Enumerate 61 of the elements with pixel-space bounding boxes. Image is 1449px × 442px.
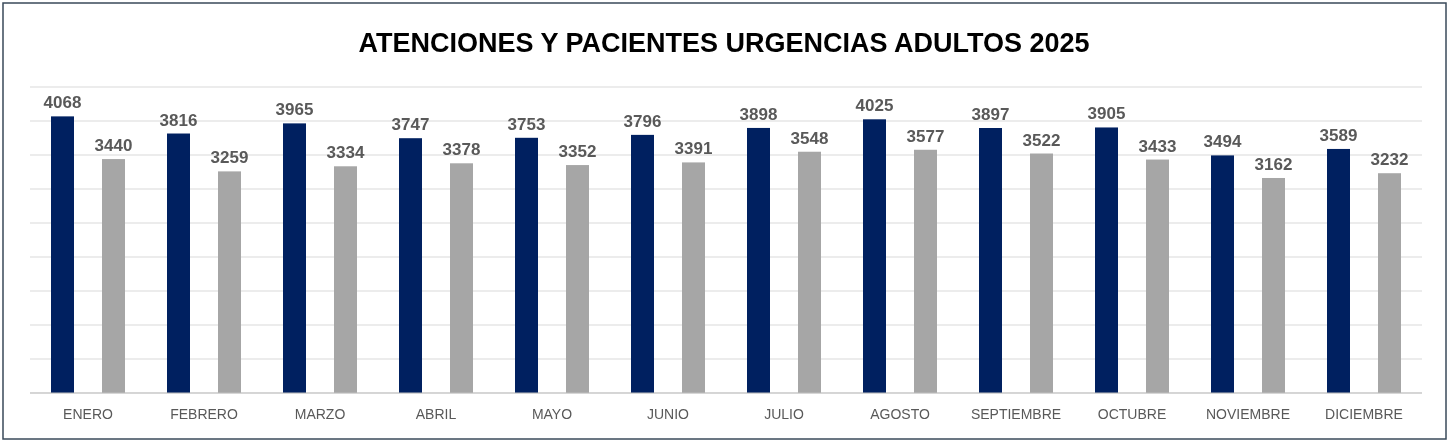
data-label: 3440 — [94, 136, 133, 156]
data-label: 3897 — [971, 105, 1010, 124]
bar — [167, 133, 190, 393]
data-label: 4025 — [855, 96, 894, 116]
data-label: 3259 — [210, 148, 249, 168]
bar — [566, 165, 589, 393]
bar — [1378, 173, 1401, 393]
x-tick-label: ABRIL — [415, 405, 457, 422]
chart-title: ATENCIONES Y PACIENTES URGENCIAS ADULTOS 2025 — [358, 28, 1090, 58]
x-tick-label: ENERO — [63, 405, 113, 422]
bar — [399, 138, 422, 393]
data-label: 3816 — [159, 110, 198, 130]
data-label: 3577 — [906, 126, 945, 146]
data-label: 3898 — [739, 104, 778, 124]
data-label: 3796 — [623, 111, 662, 131]
bar — [450, 163, 473, 393]
x-tick-label: JULIO — [764, 405, 804, 422]
bar — [334, 166, 357, 393]
bar — [631, 134, 654, 393]
x-tick-label: AGOSTO — [870, 405, 930, 422]
data-label: 3334 — [326, 143, 365, 163]
bar — [1030, 153, 1053, 393]
data-label: 3391 — [674, 139, 713, 159]
x-tick-label: MARZO — [294, 405, 346, 422]
bar — [51, 116, 74, 393]
x-tick-label: NOVIEMBRE — [1205, 405, 1291, 422]
bar — [863, 119, 886, 393]
x-tick-label: SEPTIEMBRE — [970, 405, 1062, 422]
bar — [1211, 155, 1234, 393]
x-tick-label: OCTUBRE — [1097, 405, 1167, 422]
bar — [747, 127, 770, 393]
bar — [979, 128, 1002, 393]
data-label: 3232 — [1370, 150, 1409, 170]
data-label: 3352 — [558, 142, 597, 162]
bar — [682, 162, 705, 393]
bar — [914, 149, 937, 393]
data-label: 3433 — [1138, 136, 1177, 156]
data-label: 3494 — [1203, 132, 1242, 152]
data-label: 3589 — [1319, 125, 1358, 145]
data-label: 3548 — [790, 128, 829, 148]
x-tick-label: FEBRERO — [170, 405, 238, 422]
data-label: 3965 — [275, 100, 314, 120]
x-tick-label: JUNIO — [647, 405, 690, 422]
bar — [798, 151, 821, 393]
bar — [218, 171, 241, 393]
data-label: 3522 — [1022, 130, 1061, 150]
bar — [515, 137, 538, 393]
bar — [1095, 127, 1118, 393]
data-label: 3753 — [507, 114, 546, 134]
data-label: 3162 — [1254, 154, 1293, 174]
bar — [102, 159, 125, 393]
bar — [1327, 148, 1350, 393]
data-label: 3378 — [442, 140, 481, 160]
x-tick-label: DICIEMBRE — [1325, 405, 1403, 422]
data-label: 4068 — [43, 93, 82, 113]
bar — [1262, 177, 1285, 393]
x-tick-label: MAYO — [531, 405, 573, 422]
bar — [283, 123, 306, 393]
data-label: 3747 — [391, 115, 430, 135]
bar — [1146, 159, 1169, 393]
data-label: 3905 — [1087, 104, 1126, 124]
